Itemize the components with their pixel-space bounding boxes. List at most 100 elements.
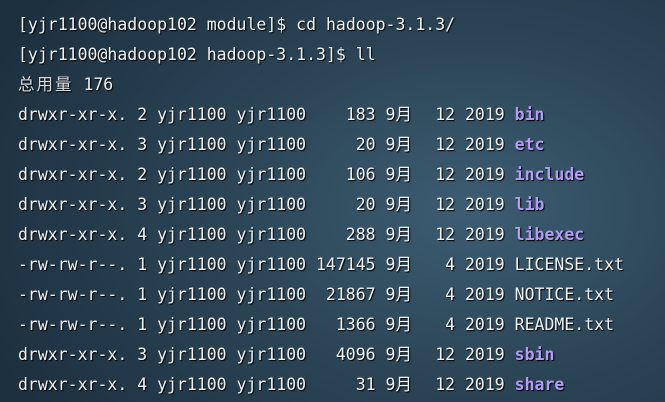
file-entry-row: drwxr-xr-x. 4 yjr1100 yjr1100 31 9月 12 2… [18,370,624,400]
entry-month: 9月 [385,165,412,184]
entry-month: 9月 [385,375,412,394]
entry-year: 2019 [465,315,505,334]
entry-size: 20 [355,195,376,214]
entry-group: yjr1100 [236,135,307,154]
entry-name: LICENSE.txt [514,255,624,274]
terminal-output[interactable]: [yjr1100@hadoop102 module]$ cd hadoop-3.… [18,10,624,400]
file-entry-row: drwxr-xr-x. 3 yjr1100 yjr1100 4096 9月 12… [18,340,624,370]
entry-perm: drwxr-xr-x. [18,105,128,124]
entry-size: 21867 [325,285,376,304]
entry-name: include [514,165,585,184]
entry-perm: drwxr-xr-x. [18,135,128,154]
entry-owner: yjr1100 [157,135,227,154]
entry-owner: yjr1100 [157,375,227,394]
entry-perm: drwxr-xr-x. [18,345,128,364]
entry-owner: yjr1100 [157,165,227,184]
entry-month: 9月 [385,135,412,154]
entry-day: 4 [445,285,456,304]
entry-group: yjr1100 [236,255,307,274]
entry-links: 4 [137,225,148,244]
entry-day: 12 [435,105,456,124]
entry-size: 288 [345,225,376,244]
file-entry-row: drwxr-xr-x. 2 yjr1100 yjr1100 106 9月 12 … [18,160,624,190]
entry-year: 2019 [465,375,505,394]
entry-name: etc [514,135,545,154]
entry-perm: drwxr-xr-x. [18,375,128,394]
entry-links: 3 [137,345,148,364]
entry-day: 4 [445,315,456,334]
entry-size: 20 [355,135,376,154]
entry-perm: -rw-rw-r--. [18,255,128,274]
entry-month: 9月 [385,315,412,334]
entry-group: yjr1100 [236,345,307,364]
entry-year: 2019 [465,135,505,154]
entry-year: 2019 [465,195,505,214]
entry-year: 2019 [465,165,505,184]
entry-links: 2 [137,105,148,124]
entry-owner: yjr1100 [157,105,227,124]
entry-links: 1 [137,315,148,334]
entry-group: yjr1100 [236,315,307,334]
entry-owner: yjr1100 [157,315,227,334]
entry-year: 2019 [465,105,505,124]
entry-links: 3 [137,195,148,214]
entry-size: 147145 [316,255,376,274]
entry-links: 1 [137,285,148,304]
entry-group: yjr1100 [236,375,307,394]
file-entry-row: drwxr-xr-x. 4 yjr1100 yjr1100 288 9月 12 … [18,220,624,250]
entry-group: yjr1100 [236,285,307,304]
entry-size: 4096 [335,345,376,364]
entry-day: 12 [435,195,456,214]
entry-name: bin [514,105,545,124]
file-entry-row: drwxr-xr-x. 2 yjr1100 yjr1100 183 9月 12 … [18,100,624,130]
entry-owner: yjr1100 [157,195,227,214]
entry-links: 1 [137,255,148,274]
entry-group: yjr1100 [236,105,307,124]
entry-group: yjr1100 [236,195,307,214]
entry-owner: yjr1100 [157,345,227,364]
entry-size: 183 [345,105,376,124]
entry-month: 9月 [385,105,412,124]
entry-name: libexec [514,225,585,244]
entry-group: yjr1100 [236,165,307,184]
entry-group: yjr1100 [236,225,307,244]
entry-day: 12 [435,225,456,244]
command-text: cd hadoop-3.1.3/ [296,15,456,34]
command-line: [yjr1100@hadoop102 module]$ cd hadoop-3.… [18,10,624,40]
entry-day: 12 [435,135,456,154]
entry-name: sbin [514,345,555,364]
command-text: ll [355,45,376,64]
entry-owner: yjr1100 [157,255,227,274]
file-entry-row: drwxr-xr-x. 3 yjr1100 yjr1100 20 9月 12 2… [18,130,624,160]
entry-name: share [514,375,565,394]
entry-links: 3 [137,135,148,154]
entry-day: 4 [445,255,456,274]
total-label: 总用量 [18,75,74,94]
entry-perm: drwxr-xr-x. [18,225,128,244]
entry-name: lib [514,195,545,214]
entry-perm: drwxr-xr-x. [18,165,128,184]
total-line: 总用量 176 [18,70,624,100]
entry-perm: -rw-rw-r--. [18,315,128,334]
entry-links: 2 [137,165,148,184]
entry-size: 106 [345,165,376,184]
file-entry-row: -rw-rw-r--. 1 yjr1100 yjr1100 1366 9月 4 … [18,310,624,340]
entry-month: 9月 [385,285,412,304]
entry-month: 9月 [385,195,412,214]
entry-day: 12 [435,375,456,394]
entry-owner: yjr1100 [157,225,227,244]
total-value: 176 [83,75,114,94]
entry-month: 9月 [385,255,412,274]
entry-size: 31 [355,375,376,394]
entry-perm: -rw-rw-r--. [18,285,128,304]
file-entry-row: -rw-rw-r--. 1 yjr1100 yjr1100 147145 9月 … [18,250,624,280]
entry-perm: drwxr-xr-x. [18,195,128,214]
entry-month: 9月 [385,345,412,364]
file-entry-row: drwxr-xr-x. 3 yjr1100 yjr1100 20 9月 12 2… [18,190,624,220]
entry-year: 2019 [465,285,505,304]
entry-links: 4 [137,375,148,394]
entry-month: 9月 [385,225,412,244]
shell-prompt: [yjr1100@hadoop102 hadoop-3.1.3]$ [18,45,356,64]
entry-day: 12 [435,165,456,184]
file-entry-row: -rw-rw-r--. 1 yjr1100 yjr1100 21867 9月 4… [18,280,624,310]
